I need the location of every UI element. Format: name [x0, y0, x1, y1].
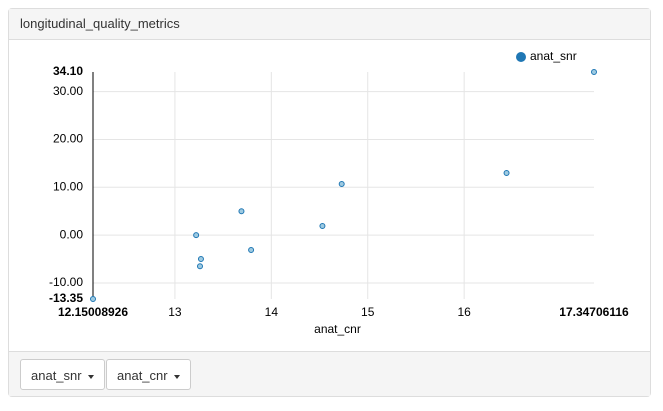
panel-title: longitudinal_quality_metrics [9, 9, 650, 40]
panel-footer: anat_snr anat_cnr [9, 351, 650, 396]
y-tick-label: 0.00 [60, 227, 84, 241]
y-select-label: anat_snr [31, 368, 82, 383]
point [90, 296, 96, 302]
y-tick-label: 34.10 [53, 64, 83, 78]
x-tick-label: 16 [457, 305, 471, 319]
x-tick-label: 12.15008926 [58, 305, 128, 319]
x-tick-label: 14 [265, 305, 279, 319]
y-tick-label: 30.00 [53, 84, 83, 98]
x-tick-label: 13 [168, 305, 182, 319]
x-select-label: anat_cnr [117, 368, 168, 383]
y-tick-label: 20.00 [53, 132, 83, 146]
y-tick-label: -13.35 [49, 291, 83, 305]
point [591, 69, 597, 75]
point [338, 180, 345, 187]
point [197, 256, 204, 263]
x-tick-label: 17.34706116 [559, 305, 629, 319]
point [503, 169, 510, 176]
point [248, 246, 255, 253]
y-select[interactable]: anat_snr [20, 359, 106, 390]
x-tick-label: 15 [361, 305, 375, 319]
y-tick-label: 10.00 [53, 179, 83, 193]
caret [174, 374, 181, 379]
x-axis-label: anat_cnr [314, 322, 361, 336]
point [193, 232, 200, 239]
caret [88, 374, 95, 379]
point [196, 263, 203, 270]
y-tick-label: -10.00 [49, 275, 83, 289]
legend-marker [516, 52, 526, 62]
x-select[interactable]: anat_cnr [106, 359, 192, 390]
chart: 34.10 30.00 20.00 10.00 0.00 -10.00 -13.3512.1… [49, 49, 629, 336]
legend-label: anat_snr [530, 49, 577, 63]
point [238, 208, 245, 215]
panel: longitudinal_quality_metrics anat_snr an… [8, 8, 651, 397]
point [319, 223, 326, 230]
